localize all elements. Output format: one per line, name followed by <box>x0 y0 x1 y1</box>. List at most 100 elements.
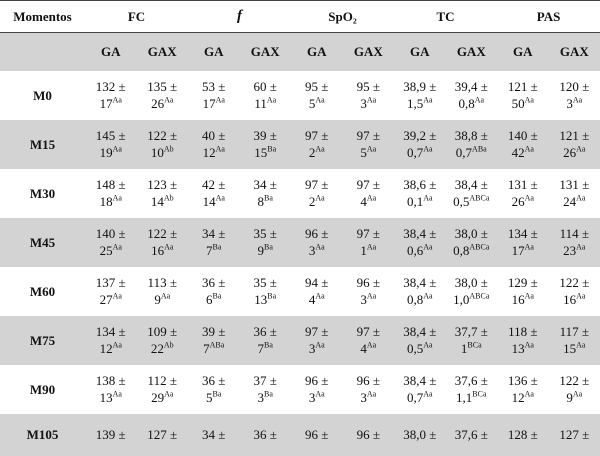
significance: Ab <box>163 340 174 350</box>
sd: 7 <box>206 243 213 258</box>
mean: 94 ± <box>305 275 329 290</box>
significance: Aa <box>112 389 122 399</box>
value-cell: 34 ± <box>188 414 240 456</box>
value-cell: 53 ± 17Aa <box>188 71 240 120</box>
value-cell: 109 ± 22Ab <box>137 316 189 365</box>
mean: 38,4 ± <box>403 324 437 339</box>
significance: Aa <box>423 389 433 399</box>
sd: 6 <box>206 292 213 307</box>
value-cell: 38,4 ± 0,5Aa <box>394 316 446 365</box>
value-cell: 39 ± 15Ba <box>240 120 292 169</box>
significance: Aa <box>315 95 325 105</box>
sd: 26 <box>151 96 165 111</box>
value-cell: 127 ± <box>137 414 189 456</box>
row-label: M45 <box>29 234 56 250</box>
significance: Aa <box>164 242 174 252</box>
mean: 122 ± <box>147 128 178 143</box>
significance: Aa <box>524 291 534 301</box>
significance: Aa <box>524 144 534 154</box>
sd: 0,8 <box>406 292 424 307</box>
value-cell: 37,7 ± 1BCa <box>446 316 498 365</box>
significance: Aa <box>366 95 377 105</box>
significance: BCa <box>472 389 487 399</box>
value-cell: 131 ± 24Aa <box>549 169 600 218</box>
value-cell: 96 ± 3Aa <box>343 267 395 316</box>
value-cell: 96 ± <box>343 414 395 456</box>
subheader-cell: GA <box>513 44 533 60</box>
mean: 109 ± <box>147 324 178 339</box>
data-row: M75 134 ±12Aa 109 ±22Ab 39 ±7ABa 36 ±7Ba 97 ±… <box>0 315 600 365</box>
mean: 122 ± <box>559 373 590 388</box>
significance: Aa <box>524 340 534 350</box>
sd: 1,1 <box>456 390 473 405</box>
mean: 135 ± <box>147 79 178 94</box>
significance: Aa <box>423 193 433 203</box>
mean: 97 ± <box>356 128 380 143</box>
significance: Aa <box>215 95 225 105</box>
sd: 22 <box>150 341 164 356</box>
mean: 96 ± <box>356 275 380 290</box>
value-cell: 138 ± 13Aa <box>85 365 137 414</box>
value-cell: 123 ± 14Ab <box>137 169 189 218</box>
sd: 17 <box>99 96 113 111</box>
subheader-cell: GAX <box>147 44 177 60</box>
mean: 53 ± <box>202 79 226 94</box>
mean: 38,4 ± <box>454 177 488 192</box>
sd: 3 <box>308 243 316 258</box>
value-cell: 131 ± 26Aa <box>497 169 549 218</box>
mean: 122 ± <box>559 275 590 290</box>
mean: 35 ± <box>253 226 277 241</box>
sd: 15 <box>563 341 577 356</box>
mean: 95 ± <box>305 79 329 94</box>
sd: 15 <box>254 145 268 160</box>
value-cell: 34 ± 7Ba <box>188 218 240 267</box>
mean: 36 ± <box>202 373 226 388</box>
value-cell: 37,6 ± 1,1BCa <box>446 365 498 414</box>
value-cell: 132 ± 17Aa <box>85 71 137 120</box>
value-cell: 122 ± 16Aa <box>549 267 600 316</box>
mean: 117 ± <box>559 324 589 339</box>
sd: 0,7 <box>406 390 424 405</box>
mean: 136 ± <box>507 373 538 388</box>
significance: Aa <box>215 144 225 154</box>
sd: 1,0 <box>453 292 470 307</box>
header-cell: FC <box>127 9 146 24</box>
value-cell: 38,8 ± 0,7ABa <box>446 120 498 169</box>
empty-cell <box>0 33 85 71</box>
sd: 7 <box>203 341 210 356</box>
subheader-cell: GA <box>101 44 121 60</box>
mean: 37,6 ± <box>454 427 488 442</box>
mean: 131 ± <box>507 177 538 192</box>
mean: 96 ± <box>356 373 380 388</box>
sd: 23 <box>563 243 577 258</box>
sd: 5 <box>206 390 213 405</box>
mean: 34 ± <box>202 427 226 442</box>
sd: 13 <box>511 341 525 356</box>
significance: ABCa <box>469 242 490 252</box>
significance: Aa <box>315 144 325 154</box>
sd: 26 <box>563 145 577 160</box>
mean: 38,4 ± <box>403 226 437 241</box>
value-cell: 128 ± <box>497 414 549 456</box>
sd: 3 <box>566 96 573 111</box>
subheader-row: GA GAX GA GAX GA GAX GA GAX GA GAX <box>0 32 600 71</box>
value-cell: 38,6 ± 0,1Aa <box>394 169 446 218</box>
significance: Aa <box>315 389 325 399</box>
sd: 9 <box>257 243 265 258</box>
row-label: M75 <box>29 332 56 348</box>
value-cell: 95 ± 3Aa <box>343 71 395 120</box>
mean: 128 ± <box>507 427 538 442</box>
sd: 0,5 <box>453 194 470 209</box>
significance: Aa <box>112 340 122 350</box>
significance: ABCa <box>469 291 490 301</box>
value-cell: 94 ± 4Aa <box>291 267 343 316</box>
sd: 2 <box>308 145 316 160</box>
significance: Aa <box>112 144 122 154</box>
significance: Aa <box>266 95 277 105</box>
value-cell: 39 ± 7ABa <box>188 316 240 365</box>
significance: Aa <box>112 242 122 252</box>
sd: 0,8 <box>458 96 475 111</box>
value-cell: 42 ± 14Aa <box>188 169 240 218</box>
mean: 97 ± <box>356 324 380 339</box>
sd: 25 <box>99 243 113 258</box>
